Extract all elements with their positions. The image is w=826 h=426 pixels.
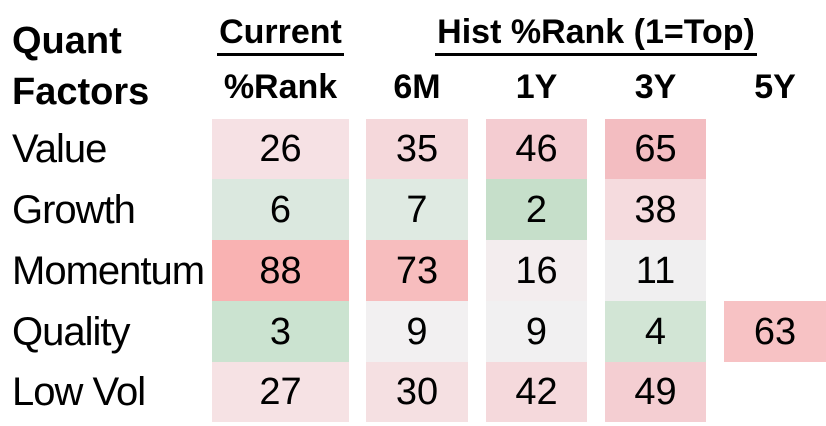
hist-group-label: Hist %Rank (1=Top) (435, 15, 757, 56)
heatmap-cell-quality-1y: 9 (486, 301, 587, 362)
heatmap-cell-low-vol-6m: 30 (366, 362, 468, 422)
heatmap-cell-growth-6m: 7 (366, 179, 468, 240)
table-title-line2: Factors (12, 71, 150, 113)
column-header--rank: %Rank (223, 68, 338, 106)
heatmap-cell-quality-6m: 9 (366, 301, 468, 362)
heatmap-cell-low-vol-1y: 42 (486, 362, 587, 422)
heatmap-cell-growth-3y: 38 (605, 179, 706, 240)
row-label-momentum: Momentum (12, 248, 205, 293)
heatmap-cell-value-6m: 35 (366, 119, 468, 179)
heatmap-cell-quality-5y: 63 (724, 301, 826, 362)
row-label-value: Value (12, 127, 107, 171)
column-header-5y: 5Y (754, 68, 796, 106)
heatmap-cell-value--rank: 26 (212, 119, 349, 179)
current-group-label: Current (217, 15, 344, 56)
heatmap-cell-quality--rank: 3 (212, 301, 349, 362)
heatmap-cell-value-3y: 65 (605, 119, 706, 179)
heatmap-cell-momentum-1y: 16 (486, 240, 587, 301)
column-header-3y: 3Y (634, 68, 677, 106)
heatmap-cell-growth--rank: 6 (212, 179, 349, 240)
heatmap-cell-growth-1y: 2 (486, 179, 587, 240)
heatmap-cell-value-1y: 46 (486, 119, 587, 179)
row-label-low-vol: Low Vol (12, 370, 146, 414)
heatmap-cell-low-vol-3y: 49 (605, 362, 706, 422)
hist-group-header: Hist %Rank (1=Top) (366, 15, 826, 56)
heatmap-cell-momentum-3y: 11 (605, 240, 706, 301)
row-label-growth: Growth (12, 187, 136, 232)
current-group-header: Current (212, 15, 349, 56)
column-header-1y: 1Y (515, 68, 558, 106)
column-header-6m: 6M (393, 68, 441, 106)
heatmap-cell-quality-3y: 4 (605, 301, 706, 362)
row-label-quality: Quality (12, 309, 130, 354)
heatmap-cell-low-vol--rank: 27 (212, 362, 349, 422)
heatmap-cell-momentum-6m: 73 (366, 240, 468, 301)
heatmap-cell-momentum--rank: 88 (212, 240, 349, 301)
table-title-line1: Quant (12, 20, 122, 62)
